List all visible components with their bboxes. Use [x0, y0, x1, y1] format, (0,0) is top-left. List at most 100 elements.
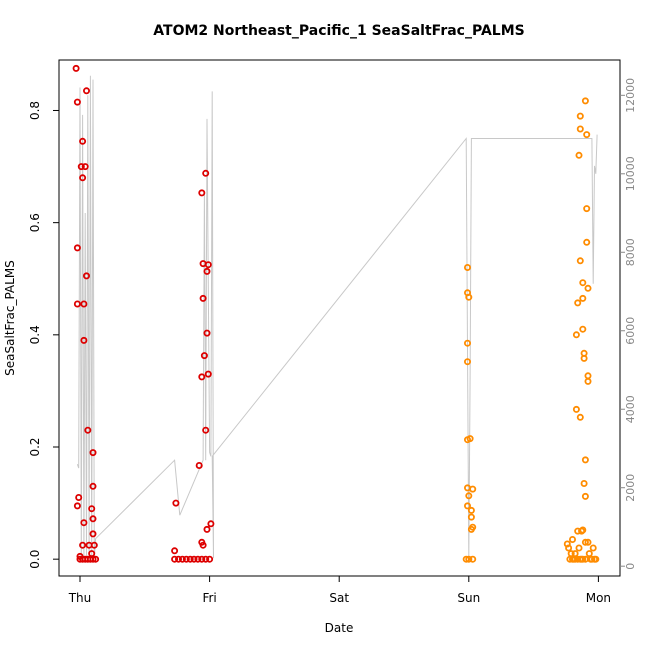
data-point	[204, 370, 212, 378]
data-point	[583, 238, 591, 246]
data-point	[571, 550, 579, 558]
y-right-tick-label: 12000	[624, 78, 637, 113]
y-axis-label: SeaSaltFrac_PALMS	[3, 260, 17, 376]
data-point	[73, 502, 81, 510]
data-point	[81, 163, 89, 171]
data-point	[79, 174, 87, 182]
data-point	[581, 538, 589, 546]
data-point	[589, 544, 597, 552]
data-point	[194, 555, 202, 563]
y-right-tick-label: 6000	[624, 317, 637, 345]
data-point	[73, 244, 81, 252]
y-right-tick-label: 0	[624, 563, 637, 570]
data-point	[575, 151, 583, 159]
x-tick-label: Mon	[586, 591, 611, 605]
data-point	[195, 461, 203, 469]
data-point	[202, 555, 210, 563]
data-point	[186, 555, 194, 563]
axes-layer: Thu Fri Sat Sun Mon 0.0 0.2 0.4 0.6 0.8 0 2000 4000 6…	[28, 78, 637, 605]
data-point	[467, 513, 475, 521]
data-point	[463, 502, 471, 510]
data-point	[171, 547, 179, 555]
data-point	[77, 163, 85, 171]
data-point	[576, 257, 584, 265]
data-point	[584, 538, 592, 546]
data-point	[583, 205, 591, 213]
data-point	[576, 413, 584, 421]
data-point	[89, 555, 97, 563]
data-point	[202, 169, 210, 177]
data-point	[565, 544, 573, 552]
plot-frame	[58, 59, 621, 577]
data-point	[579, 325, 587, 333]
data-point	[581, 97, 589, 105]
data-point	[469, 485, 477, 493]
data-point	[80, 300, 88, 308]
data-point	[463, 339, 471, 347]
data-point	[200, 352, 208, 360]
data-point	[574, 299, 582, 307]
data-point	[190, 555, 198, 563]
chart-title: ATOM2 Northeast_Pacific_1 SeaSaltFrac_PA…	[153, 23, 524, 39]
data-point	[73, 98, 81, 106]
data-point	[580, 479, 588, 487]
data-point	[569, 536, 577, 544]
data-point	[584, 372, 592, 380]
data-point	[585, 550, 593, 558]
data-point	[462, 555, 470, 563]
data-point	[203, 525, 211, 533]
data-point	[206, 555, 214, 563]
data-point	[79, 137, 87, 145]
data-point	[88, 505, 96, 513]
data-point	[178, 555, 186, 563]
x-tick-label: Thu	[68, 591, 92, 605]
data-point	[467, 506, 475, 514]
x-tick-label: Sat	[329, 591, 349, 605]
data-point	[588, 555, 596, 563]
data-point	[182, 555, 190, 563]
data-point	[576, 125, 584, 133]
data-point	[79, 541, 87, 549]
data-point	[203, 267, 211, 275]
data-point	[584, 284, 592, 292]
data-point	[584, 377, 592, 385]
y-left-tick-label: 0.4	[28, 325, 42, 344]
data-point	[198, 189, 206, 197]
data-point	[579, 555, 587, 563]
data-point	[581, 492, 589, 500]
data-point	[579, 526, 587, 534]
y-left-tick-label: 0.0	[28, 550, 42, 569]
data-point	[576, 555, 584, 563]
y-left-tick-label: 0.2	[28, 437, 42, 456]
data-point	[72, 64, 80, 72]
x-axis-label: Date	[325, 621, 354, 635]
data-point	[575, 544, 583, 552]
data-point	[592, 555, 600, 563]
data-point	[83, 87, 91, 95]
y-right-tick-label: 10000	[624, 156, 637, 191]
data-point	[89, 449, 97, 457]
data-point	[203, 329, 211, 337]
data-point	[581, 456, 589, 464]
data-point	[92, 555, 100, 563]
x-tick-label: Fri	[202, 591, 216, 605]
points-layer	[72, 64, 600, 563]
altitude-layer	[76, 75, 598, 559]
data-point	[171, 555, 179, 563]
data-point	[579, 279, 587, 287]
data-point	[199, 541, 207, 549]
y-left-tick-label: 0.6	[28, 213, 42, 232]
data-point	[204, 261, 212, 269]
data-point	[89, 482, 97, 490]
data-point	[465, 293, 473, 301]
data-point	[572, 405, 580, 413]
data-point	[580, 354, 588, 362]
data-point	[174, 555, 182, 563]
data-point	[73, 300, 81, 308]
data-point	[89, 515, 97, 523]
data-point	[465, 492, 473, 500]
data-point	[583, 131, 591, 139]
altitude-line	[76, 75, 598, 559]
